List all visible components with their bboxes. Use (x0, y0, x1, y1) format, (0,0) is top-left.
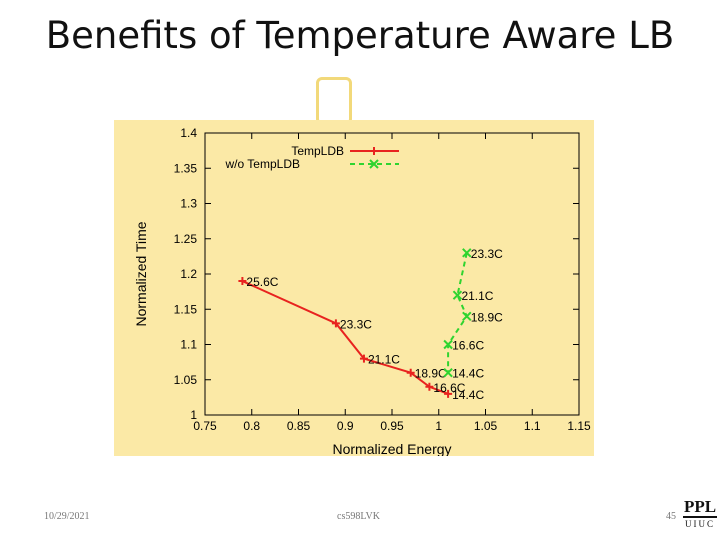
y-tick-label: 1.35 (174, 161, 198, 175)
data-label: 21.1C (461, 289, 493, 303)
y-tick-label: 1.4 (180, 126, 197, 140)
y-tick-label: 1.15 (174, 302, 198, 316)
data-point-templdb (406, 368, 415, 377)
data-point-wo-templdb (462, 248, 472, 258)
y-tick-label: 1.1 (180, 338, 197, 352)
legend-marker-templdb (370, 147, 378, 155)
x-tick-label: 0.9 (337, 419, 354, 433)
data-point-wo-templdb (462, 311, 472, 322)
data-point-templdb (444, 389, 453, 398)
legend-label-templdb: TempLDB (291, 144, 344, 158)
series-line-templdb (241, 280, 449, 395)
data-label: 23.3C (340, 317, 372, 331)
data-label: 23.3C (471, 247, 503, 261)
footer-course: cs598LVK (337, 511, 380, 522)
data-label: 18.9C (415, 367, 447, 381)
data-point-templdb (425, 382, 434, 391)
legend-label-wo-templdb: w/o TempLDB (225, 157, 300, 171)
data-point-templdb (238, 277, 247, 286)
x-axis-label: Normalized Energy (332, 441, 451, 456)
data-point-wo-templdb (443, 367, 453, 378)
y-tick-label: 1.05 (174, 373, 198, 387)
data-label: 16.6C (452, 339, 484, 353)
logo-top-text: PPL (683, 497, 717, 518)
y-tick-label: 1.25 (174, 232, 198, 246)
y-tick-label: 1 (190, 408, 197, 422)
y-tick-label: 1.3 (180, 197, 197, 211)
data-point-wo-templdb (443, 339, 453, 350)
image-placeholder-icon (316, 77, 352, 125)
data-point-templdb (331, 319, 340, 328)
x-tick-label: 0.85 (287, 419, 311, 433)
slide-title: Benefits of Temperature Aware LB (45, 14, 675, 57)
logo-bottom-text: UIUC (685, 519, 715, 529)
y-tick-label: 1.2 (180, 267, 197, 281)
footer-page-number: 45 (666, 511, 676, 522)
data-label: 21.1C (368, 353, 400, 367)
data-label: 14.4C (452, 388, 484, 402)
x-tick-label: 1.1 (524, 419, 541, 433)
plot-frame (204, 132, 580, 416)
y-axis-label: Normalized Time (133, 221, 149, 326)
x-tick-label: 0.8 (243, 419, 260, 433)
x-tick-label: 1.15 (567, 419, 591, 433)
ppl-logo: PPL UIUC (683, 498, 717, 536)
data-label: 14.4C (452, 367, 484, 381)
energy-time-chart: 0.75 0.8 0.85 0.9 0.95 1 1.05 1.1 1.15 1 1.05 1.1 1.… (133, 126, 591, 456)
x-tick-label: 0.95 (380, 419, 404, 433)
x-tick-label: 1 (435, 419, 442, 433)
footer-date: 10/29/2021 (44, 511, 90, 522)
data-point-templdb (359, 354, 368, 363)
data-label: 16.6C (433, 381, 465, 395)
x-tick-label: 0.75 (193, 419, 217, 433)
legend-marker-wo-templdb (369, 159, 379, 169)
data-label: 18.9C (471, 310, 503, 324)
data-label: 25.6C (246, 275, 278, 289)
chart-background (114, 120, 594, 456)
data-point-wo-templdb (452, 290, 463, 300)
x-tick-label: 1.05 (474, 419, 498, 433)
